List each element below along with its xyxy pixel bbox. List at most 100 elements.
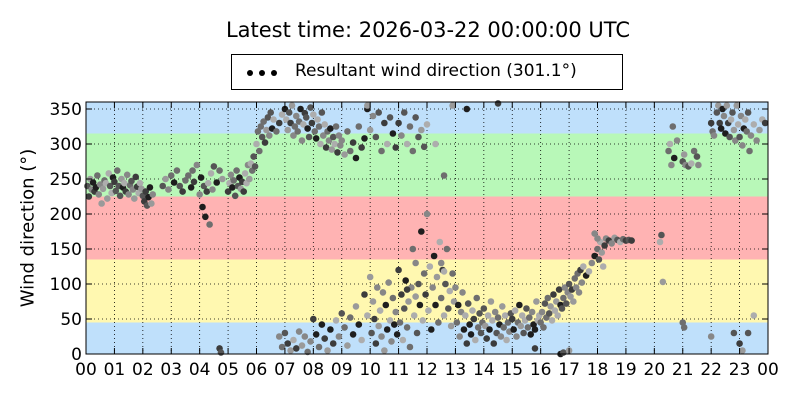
data-point bbox=[95, 191, 103, 198]
data-point bbox=[398, 291, 405, 298]
x-tick-label: 14 bbox=[473, 360, 495, 380]
data-point bbox=[332, 123, 340, 130]
data-point bbox=[378, 333, 385, 340]
data-point bbox=[206, 221, 213, 228]
data-point bbox=[355, 123, 363, 130]
data-point bbox=[182, 177, 189, 184]
data-point bbox=[395, 266, 402, 274]
data-point bbox=[726, 133, 733, 141]
data-point bbox=[550, 291, 557, 298]
data-point bbox=[750, 121, 758, 128]
data-point bbox=[170, 179, 178, 186]
data-point bbox=[305, 133, 313, 141]
data-point bbox=[204, 179, 212, 187]
data-point bbox=[240, 188, 248, 195]
data-point bbox=[540, 324, 547, 331]
data-point bbox=[430, 252, 438, 260]
data-point bbox=[400, 305, 408, 312]
y-tick-label: 300 bbox=[50, 135, 82, 155]
data-point bbox=[295, 328, 303, 335]
data-point bbox=[528, 308, 536, 316]
data-point bbox=[415, 280, 422, 288]
y-axis-label: Wind direction (°) bbox=[17, 148, 39, 308]
data-point bbox=[278, 111, 286, 118]
data-point bbox=[503, 336, 510, 344]
data-point bbox=[146, 184, 154, 191]
data-point bbox=[284, 126, 292, 134]
data-point bbox=[185, 172, 192, 179]
data-point bbox=[753, 137, 760, 144]
data-point bbox=[761, 119, 769, 127]
data-point bbox=[729, 109, 736, 116]
data-point bbox=[123, 171, 131, 179]
data-point bbox=[395, 119, 402, 127]
data-point bbox=[736, 340, 743, 347]
data-point bbox=[608, 240, 616, 247]
data-point bbox=[463, 340, 471, 347]
data-point bbox=[346, 147, 354, 155]
data-point bbox=[707, 119, 715, 127]
data-point bbox=[196, 191, 203, 198]
x-tick-label: 06 bbox=[246, 360, 268, 380]
data-point bbox=[322, 144, 330, 151]
data-point bbox=[469, 307, 476, 314]
data-point bbox=[375, 322, 382, 330]
data-point bbox=[628, 237, 635, 244]
data-point bbox=[710, 132, 718, 139]
background-bands bbox=[86, 102, 768, 354]
data-point bbox=[312, 331, 320, 338]
data-point bbox=[656, 238, 664, 246]
data-point bbox=[578, 279, 586, 286]
data-point bbox=[420, 270, 428, 277]
data-point bbox=[483, 335, 490, 342]
data-point bbox=[440, 172, 448, 179]
data-point bbox=[382, 301, 390, 309]
data-point bbox=[254, 128, 262, 135]
data-point bbox=[425, 307, 432, 314]
data-point bbox=[551, 307, 559, 314]
data-point bbox=[409, 147, 417, 155]
x-tick-label: 09 bbox=[331, 360, 353, 380]
data-point bbox=[250, 153, 257, 160]
data-point bbox=[167, 172, 175, 179]
data-point bbox=[344, 342, 351, 349]
data-point bbox=[386, 114, 394, 121]
data-point bbox=[716, 119, 723, 127]
data-point bbox=[418, 126, 425, 134]
data-point bbox=[396, 319, 404, 326]
data-point bbox=[121, 179, 128, 187]
x-tick-label: 12 bbox=[416, 360, 438, 380]
data-point bbox=[284, 340, 292, 347]
data-point bbox=[418, 228, 425, 235]
data-point bbox=[106, 182, 114, 190]
x-tick-label: 03 bbox=[160, 360, 182, 380]
data-point bbox=[297, 105, 304, 113]
data-point bbox=[531, 326, 539, 333]
data-point bbox=[332, 317, 340, 324]
data-point bbox=[89, 179, 97, 186]
data-point bbox=[346, 314, 354, 321]
data-point bbox=[258, 133, 266, 141]
data-point bbox=[318, 109, 326, 116]
data-point bbox=[219, 175, 226, 183]
data-point bbox=[452, 284, 459, 291]
data-point bbox=[423, 210, 431, 218]
x-tick-label: 17 bbox=[558, 360, 580, 380]
data-point bbox=[560, 349, 567, 356]
data-point bbox=[131, 195, 138, 202]
data-point bbox=[112, 187, 120, 195]
y-tick-label: 0 bbox=[71, 345, 82, 365]
legend-label: Resultant wind direction (301.1°) bbox=[295, 61, 577, 81]
data-point bbox=[314, 116, 321, 123]
data-point bbox=[307, 338, 314, 345]
data-point bbox=[453, 319, 461, 326]
data-point bbox=[456, 333, 463, 340]
data-point bbox=[355, 321, 363, 328]
data-point bbox=[449, 270, 456, 277]
data-point bbox=[446, 287, 454, 295]
data-point bbox=[669, 123, 677, 130]
data-point bbox=[281, 329, 289, 337]
data-point bbox=[312, 135, 320, 142]
data-point bbox=[217, 349, 225, 356]
data-point bbox=[445, 305, 452, 312]
